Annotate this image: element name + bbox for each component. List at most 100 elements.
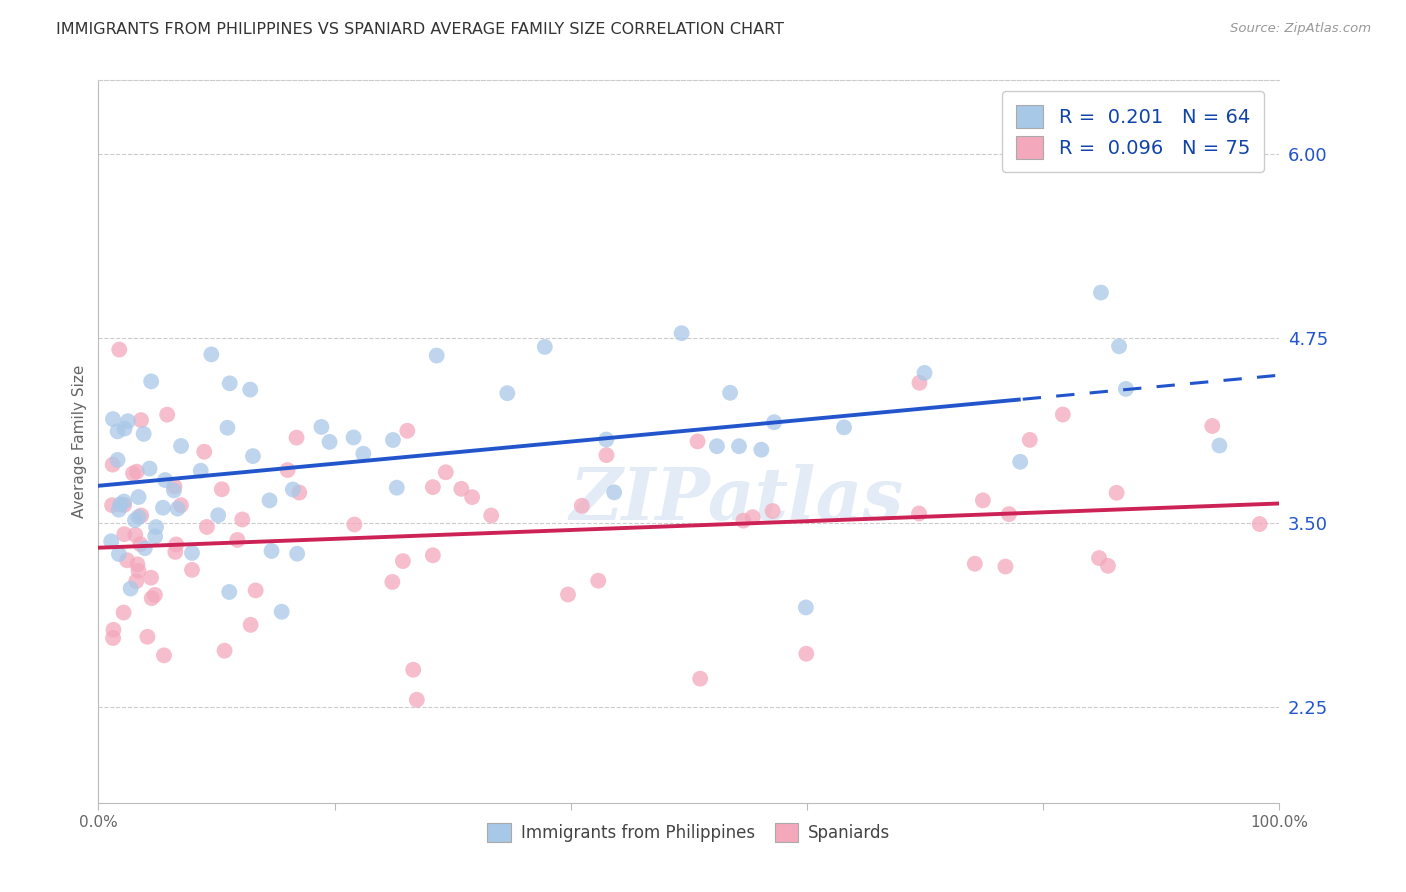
Point (165, 545, 187, 559)
Point (496, 386, 519, 401)
Point (128, 490, 150, 504)
Point (110, 497, 132, 511)
Point (1108, 339, 1130, 353)
Point (706, 439, 728, 453)
Point (1018, 433, 1040, 447)
Point (794, 647, 817, 661)
Point (124, 513, 146, 527)
Point (239, 617, 262, 632)
Point (763, 415, 786, 429)
Point (207, 508, 229, 523)
Point (114, 421, 136, 435)
Point (112, 498, 135, 512)
Point (733, 514, 755, 528)
Point (832, 420, 855, 434)
Point (671, 326, 693, 341)
Point (153, 473, 176, 487)
Point (108, 547, 131, 561)
Point (741, 510, 763, 524)
Point (134, 541, 156, 556)
Point (603, 485, 626, 500)
Point (125, 574, 148, 589)
Point (100, 534, 122, 549)
Point (139, 571, 162, 585)
Point (595, 433, 617, 447)
Text: ZIPatlas: ZIPatlas (569, 464, 903, 535)
Point (129, 508, 152, 523)
Point (1115, 382, 1137, 396)
Point (479, 508, 502, 523)
Point (138, 461, 160, 475)
Point (311, 420, 333, 434)
Point (127, 558, 149, 572)
Point (128, 510, 150, 524)
Point (557, 587, 579, 601)
Point (533, 340, 555, 354)
Point (1010, 455, 1032, 469)
Point (402, 663, 425, 677)
Point (689, 672, 711, 686)
Point (101, 412, 124, 426)
Point (141, 591, 163, 606)
Point (165, 537, 187, 551)
Point (218, 585, 240, 599)
Point (125, 465, 148, 479)
Point (1105, 485, 1128, 500)
Point (1097, 558, 1119, 573)
Point (749, 442, 772, 457)
Point (156, 408, 179, 422)
Point (405, 692, 427, 706)
Y-axis label: Average Family Size: Average Family Size (72, 365, 87, 518)
Point (588, 574, 610, 588)
Point (245, 583, 267, 598)
Point (381, 433, 404, 447)
Point (963, 557, 986, 571)
Point (107, 453, 129, 467)
Point (141, 375, 163, 389)
Point (1090, 285, 1112, 300)
Point (281, 483, 304, 497)
Point (127, 564, 149, 578)
Point (132, 426, 155, 441)
Point (170, 498, 193, 512)
Legend: Immigrants from Philippines, Spaniards: Immigrants from Philippines, Spaniards (481, 816, 897, 848)
Point (718, 385, 741, 400)
Point (117, 414, 139, 428)
Point (1249, 516, 1271, 531)
Point (129, 413, 152, 427)
Point (195, 520, 218, 534)
Point (218, 376, 240, 391)
Point (145, 520, 167, 534)
Point (908, 376, 931, 390)
Point (152, 500, 174, 515)
Point (153, 648, 176, 663)
Point (163, 483, 186, 498)
Point (112, 606, 135, 620)
Point (112, 527, 135, 541)
Point (461, 490, 484, 504)
Point (170, 439, 193, 453)
Point (1208, 438, 1230, 452)
Point (434, 465, 457, 479)
Point (214, 644, 236, 658)
Point (285, 431, 308, 445)
Point (761, 504, 783, 518)
Point (1088, 551, 1111, 566)
Point (231, 512, 253, 526)
Point (181, 563, 204, 577)
Point (129, 537, 152, 551)
Point (101, 498, 124, 512)
Point (1052, 408, 1074, 422)
Point (101, 631, 124, 645)
Point (259, 493, 281, 508)
Point (571, 499, 593, 513)
Point (686, 434, 709, 449)
Point (285, 547, 308, 561)
Point (163, 479, 186, 493)
Point (108, 343, 131, 357)
Point (422, 480, 444, 494)
Point (136, 630, 159, 644)
Point (422, 549, 444, 563)
Point (193, 444, 215, 458)
Point (994, 559, 1017, 574)
